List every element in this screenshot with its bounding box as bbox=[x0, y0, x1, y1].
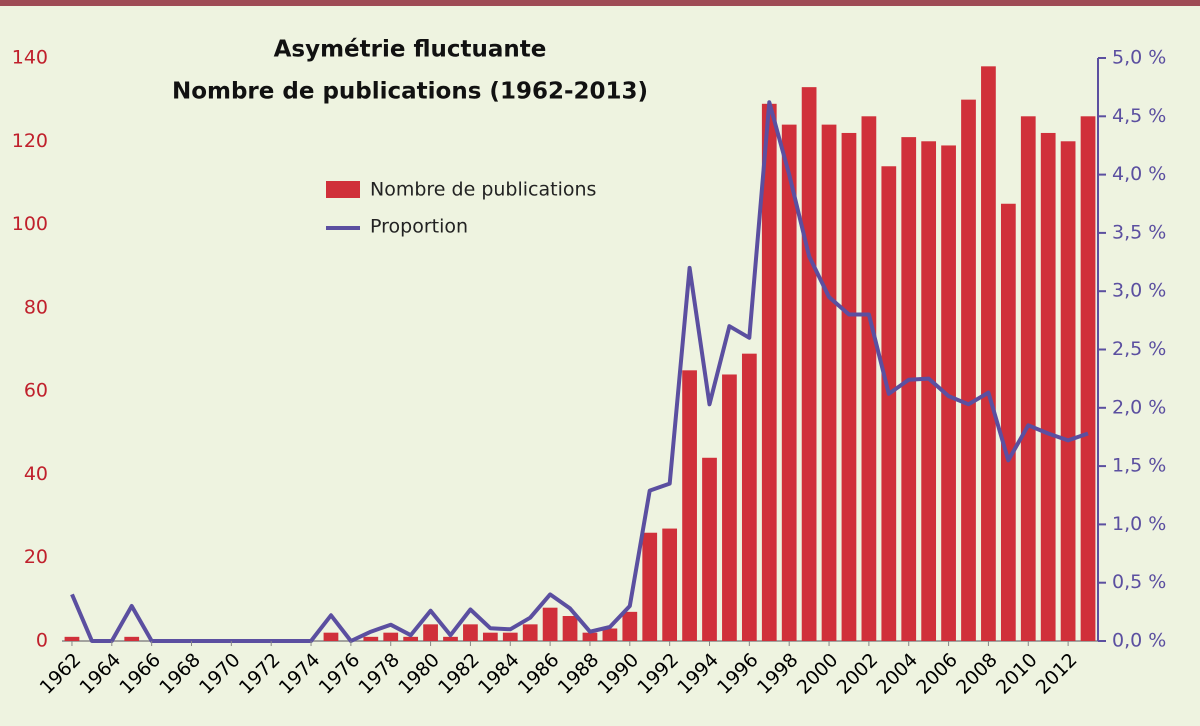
bar bbox=[602, 628, 618, 641]
legend-swatch bbox=[326, 181, 360, 198]
line bbox=[70, 100, 1089, 643]
bar bbox=[542, 607, 558, 641]
bar bbox=[981, 66, 996, 642]
x-tick-label: 1962 bbox=[36, 649, 86, 699]
bar bbox=[582, 632, 598, 641]
chart-subtitle: Nombre de publications (1962-2013) bbox=[172, 79, 648, 105]
y2-tick-label: 4,0 % bbox=[1112, 163, 1166, 185]
x-tick-label: 1976 bbox=[315, 649, 365, 699]
y2-tick-label: 0,5 % bbox=[1112, 571, 1166, 593]
bar bbox=[761, 103, 777, 642]
bar bbox=[941, 145, 956, 641]
y-tick-label: 140 bbox=[12, 47, 48, 69]
bar bbox=[781, 124, 797, 642]
bar bbox=[363, 636, 379, 641]
bar bbox=[482, 632, 498, 641]
y-tick-label: 60 bbox=[24, 380, 48, 402]
x-tick-label: 1966 bbox=[115, 649, 165, 699]
x-tick-label: 1986 bbox=[514, 649, 564, 699]
bar bbox=[642, 532, 658, 641]
bar bbox=[1020, 116, 1036, 642]
x-tick-label: 2004 bbox=[872, 649, 922, 699]
x-tick-label: 1972 bbox=[235, 649, 285, 699]
bar bbox=[801, 87, 817, 641]
bar bbox=[841, 132, 857, 641]
bar bbox=[124, 636, 140, 641]
y-tick-label: 20 bbox=[24, 546, 48, 568]
bar bbox=[901, 137, 917, 641]
bar bbox=[921, 141, 937, 642]
x-tick-label: 1990 bbox=[593, 649, 643, 699]
x-tick-label: 1994 bbox=[673, 649, 723, 699]
y-tick-label: 40 bbox=[24, 463, 48, 485]
bar bbox=[1000, 203, 1016, 641]
y-tick-label: 0 bbox=[36, 630, 48, 652]
bar bbox=[861, 116, 877, 642]
x-tick-label: 2010 bbox=[992, 649, 1042, 699]
legend-label: Proportion bbox=[370, 216, 468, 238]
y2-tick-label: 1,0 % bbox=[1112, 513, 1166, 535]
bar bbox=[502, 632, 518, 641]
y-tick-label: 120 bbox=[12, 130, 48, 152]
bar bbox=[682, 370, 697, 641]
x-tick-label: 1988 bbox=[554, 649, 604, 699]
y2-tick-label: 4,5 % bbox=[1112, 105, 1166, 127]
chart-title: Asymétrie fluctuante bbox=[274, 37, 547, 63]
bar bbox=[622, 611, 638, 641]
y2-tick-label: 5,0 % bbox=[1112, 47, 1166, 69]
bar bbox=[662, 528, 678, 641]
y-tick-label: 80 bbox=[24, 296, 48, 318]
x-tick-label: 1964 bbox=[75, 649, 125, 699]
bar bbox=[1060, 141, 1076, 642]
bar bbox=[702, 457, 717, 641]
x-tick-label: 1980 bbox=[394, 649, 444, 699]
x-tick-label: 1996 bbox=[713, 649, 763, 699]
x-tick-label: 1998 bbox=[753, 649, 803, 699]
x-tick-label: 1970 bbox=[195, 649, 245, 699]
bar bbox=[881, 166, 897, 641]
x-tick-label: 1974 bbox=[275, 649, 325, 699]
x-tick-label: 1984 bbox=[474, 649, 524, 699]
y2-tick-label: 3,0 % bbox=[1112, 280, 1166, 302]
x-tick-label: 2000 bbox=[793, 649, 843, 699]
x-tick-label: 1992 bbox=[633, 649, 683, 699]
x-tick-label: 1968 bbox=[155, 649, 205, 699]
x-tick-label: 2002 bbox=[833, 649, 883, 699]
bar bbox=[722, 374, 737, 641]
y2-tick-label: 0,0 % bbox=[1112, 630, 1166, 652]
bar bbox=[1080, 116, 1096, 642]
y2-tick-label: 2,5 % bbox=[1112, 338, 1166, 360]
bar bbox=[64, 636, 80, 641]
y2-tick-label: 2,0 % bbox=[1112, 396, 1166, 418]
y-tick-label: 100 bbox=[12, 213, 48, 235]
bar bbox=[1040, 132, 1056, 641]
bar bbox=[463, 624, 478, 641]
top-border bbox=[0, 0, 1200, 6]
bar bbox=[821, 124, 837, 642]
bar bbox=[961, 99, 976, 641]
bar bbox=[383, 632, 399, 641]
bar bbox=[741, 353, 757, 641]
y2-tick-label: 1,5 % bbox=[1112, 455, 1166, 477]
bar bbox=[323, 632, 339, 641]
bar bbox=[522, 624, 538, 641]
bar bbox=[562, 616, 578, 641]
x-tick-label: 2008 bbox=[952, 649, 1002, 699]
x-tick-label: 1982 bbox=[434, 649, 484, 699]
x-tick-label: 1978 bbox=[354, 649, 404, 699]
bar bbox=[443, 636, 458, 641]
x-tick-label: 2012 bbox=[1032, 649, 1082, 699]
bar bbox=[423, 624, 438, 641]
bar bbox=[403, 636, 419, 641]
x-tick-label: 2006 bbox=[912, 649, 962, 699]
legend-label: Nombre de publications bbox=[370, 179, 596, 201]
y2-tick-label: 3,5 % bbox=[1112, 221, 1166, 243]
